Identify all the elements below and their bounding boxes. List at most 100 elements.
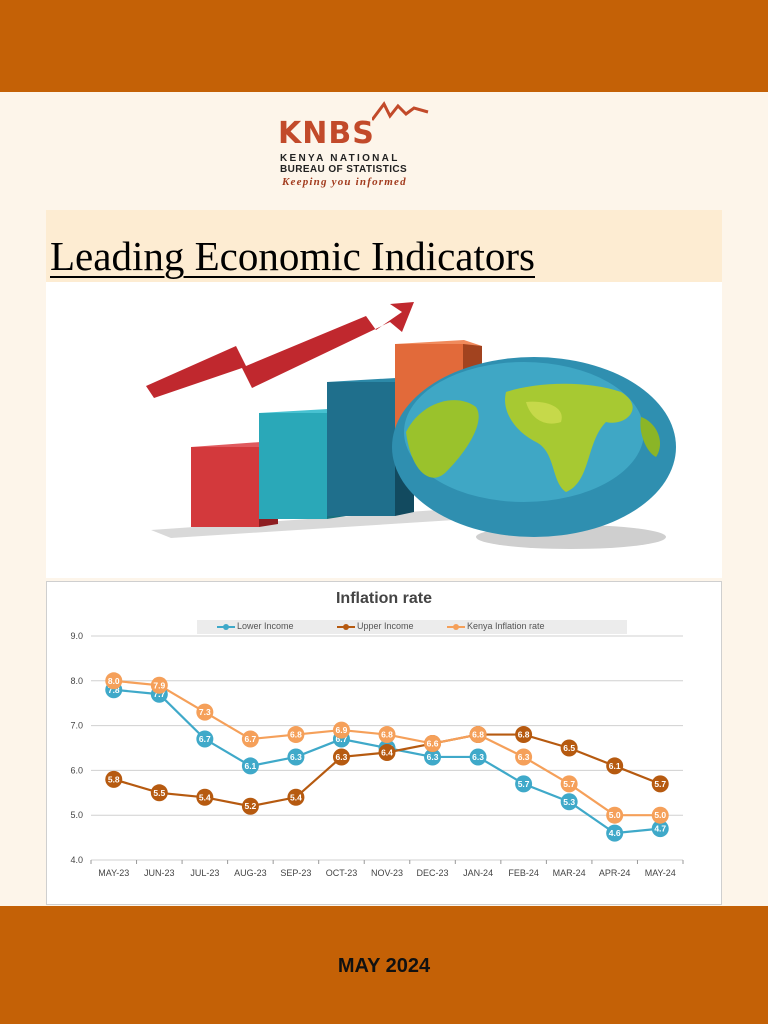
data-point [287,788,305,806]
data-point [606,824,624,842]
trend-arrow-icon [146,302,414,398]
data-point [651,820,669,838]
data-point [560,775,578,793]
data-point [287,748,305,766]
data-label: 6.8 [381,730,393,740]
data-label: 5.2 [244,801,256,811]
x-tick-label: JUL-23 [190,868,219,878]
x-tick-label: FEB-24 [508,868,539,878]
data-label: 6.8 [290,730,302,740]
logo-trend-arrow-icon [372,101,429,121]
y-tick-label: 7.0 [70,721,83,731]
data-point [105,770,123,788]
data-point [560,739,578,757]
data-label: 6.8 [472,730,484,740]
data-point [515,748,533,766]
data-label: 6.4 [381,747,393,757]
data-label: 5.0 [609,810,621,820]
data-label: 6.8 [518,730,530,740]
data-point [606,806,624,824]
data-label: 6.3 [472,752,484,762]
data-label: 5.8 [108,774,120,784]
data-point [241,757,259,775]
data-label: 5.7 [563,779,575,789]
data-point [287,726,305,744]
data-point [651,775,669,793]
y-tick-label: 5.0 [70,810,83,820]
x-tick-label: AUG-23 [234,868,267,878]
data-label: 4.6 [609,828,621,838]
data-label: 7.3 [199,707,211,717]
data-point [332,748,350,766]
x-tick-label: JAN-24 [463,868,493,878]
bottom-color-band [0,906,768,1024]
data-point [196,730,214,748]
chart-plot-area: 4.0 5.0 6.0 7.0 8.0 9.0 MAY-23 JUN-23 JUL-23 AUG-… [70,631,684,878]
y-tick-label: 9.0 [70,631,83,641]
data-point [560,793,578,811]
data-label: 6.1 [244,761,256,771]
page-title: Leading Economic Indicators [50,233,535,279]
data-label: 6.1 [609,761,621,771]
data-label: 6.3 [290,752,302,762]
chart-title: Inflation rate [335,590,432,607]
y-tick-label: 4.0 [70,855,83,865]
data-label: 5.4 [290,792,302,802]
data-point [150,676,168,694]
data-point [469,726,487,744]
data-label: 5.0 [654,810,666,820]
data-label: 6.3 [518,752,530,762]
data-label: 4.7 [654,824,666,834]
data-label: 7.9 [153,680,165,690]
data-label: 8.0 [108,676,120,686]
data-label: 5.5 [153,788,165,798]
data-point [241,797,259,815]
data-point [424,735,442,753]
x-tick-label: DEC-23 [417,868,449,878]
knbs-logo: KNBS KENYA NATIONAL BUREAU OF STATISTICS… [276,98,436,194]
data-label: 6.6 [427,739,439,749]
top-color-band [0,0,768,92]
data-point [469,748,487,766]
data-point [105,672,123,690]
x-tick-label: NOV-23 [371,868,403,878]
x-tick-label: APR-24 [599,868,631,878]
data-label: 6.7 [244,734,256,744]
data-label: 6.7 [199,734,211,744]
growth-globe-graphic [146,302,676,549]
logo-mark: KNBS [278,116,375,151]
data-point [606,757,624,775]
logo-tagline: Keeping you informed [282,176,407,188]
data-label: 6.3 [427,752,439,762]
legend-lower-income: Lower Income [217,621,294,631]
data-point [515,726,533,744]
data-point [196,788,214,806]
data-label: 5.7 [518,779,530,789]
x-tick-label: MAY-24 [645,868,676,878]
data-label: 6.5 [563,743,575,753]
inflation-chart: Inflation rate Lower Income Upper Income… [46,581,722,905]
title-band [46,210,722,282]
legend-kenya-inflation: Kenya Inflation rate [447,621,545,631]
data-point [424,748,442,766]
data-label: 6.3 [336,752,348,762]
data-label: 7.7 [153,689,165,699]
data-point [651,806,669,824]
growth-illustration [46,282,722,578]
x-tick-label: JUN-23 [144,868,175,878]
legend-upper-income: Upper Income [337,621,414,631]
data-point [241,730,259,748]
data-label: 6.9 [336,725,348,735]
data-label: 5.4 [199,792,211,802]
globe-icon [392,357,676,537]
chart-legend: Lower Income Upper Income Kenya Inflatio… [197,620,627,634]
data-point [150,784,168,802]
x-tick-label: MAR-24 [553,868,586,878]
logo-line-2: BUREAU OF STATISTICS [280,164,408,175]
data-point [196,703,214,721]
data-label: 5.7 [654,779,666,789]
y-tick-label: 6.0 [70,765,83,775]
x-tick-label: SEP-23 [280,868,311,878]
data-point [378,743,396,761]
data-point [378,726,396,744]
